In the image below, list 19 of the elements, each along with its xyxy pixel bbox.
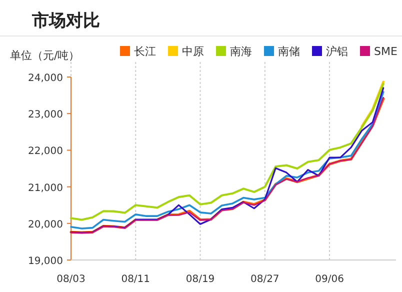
legend-label: 长江 xyxy=(134,45,156,58)
x-tick-label: 08/03 xyxy=(56,274,86,285)
y-tick-label: 20,000 xyxy=(28,219,63,230)
legend-label: 南海 xyxy=(230,45,252,58)
legend-label: SME xyxy=(374,45,398,58)
y-tick-label: 24,000 xyxy=(28,73,63,84)
chart-title: 市场对比 xyxy=(31,11,100,31)
legend-label: 南储 xyxy=(278,45,300,58)
legend-label: 沪铝 xyxy=(326,45,348,58)
y-tick-label: 19,000 xyxy=(28,256,63,267)
x-tick-label: 08/27 xyxy=(250,274,280,285)
x-tick-label: 08/19 xyxy=(186,274,215,285)
x-tick-label: 09/06 xyxy=(315,274,344,285)
y-tick-label: 23,000 xyxy=(28,110,63,121)
y-tick-label: 22,000 xyxy=(28,146,63,158)
y-axis-title: 单位（元/吨） xyxy=(10,49,80,62)
y-tick-label: 21,000 xyxy=(28,182,63,194)
legend-label: 中原 xyxy=(182,45,204,58)
x-tick-label: 08/11 xyxy=(121,274,150,285)
